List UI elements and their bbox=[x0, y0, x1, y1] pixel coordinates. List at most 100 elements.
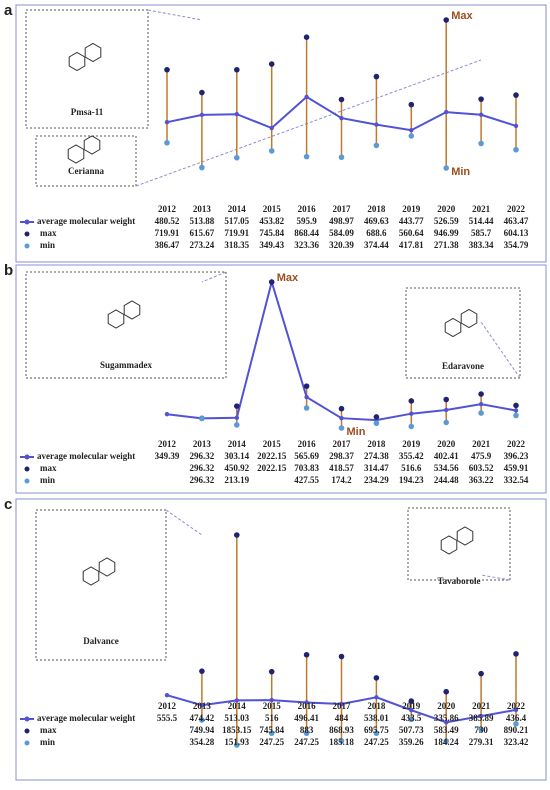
table-value: 749.94 bbox=[190, 725, 215, 735]
table-value: 354.28 bbox=[190, 737, 215, 747]
table-value: 583.49 bbox=[434, 725, 459, 735]
data-point bbox=[478, 391, 484, 397]
data-point bbox=[408, 101, 415, 108]
data-point bbox=[373, 730, 380, 737]
year-label: 2022 bbox=[507, 701, 526, 711]
table-value: 184.24 bbox=[434, 737, 459, 747]
compound-name: Edaravone bbox=[442, 361, 484, 371]
data-point bbox=[234, 742, 240, 748]
table-value: 443.77 bbox=[399, 216, 424, 226]
table-value: 603.52 bbox=[469, 463, 494, 473]
average-point bbox=[478, 401, 484, 407]
average-point bbox=[409, 411, 414, 416]
data-point bbox=[303, 34, 310, 41]
legend-label: average molecular weight bbox=[37, 713, 135, 723]
average-point bbox=[339, 701, 344, 707]
table-value: 274.38 bbox=[364, 451, 389, 461]
year-label: 2021 bbox=[472, 439, 491, 449]
table-value: 185.18 bbox=[329, 737, 354, 747]
structure-ring bbox=[460, 308, 478, 329]
table-value: 480.52 bbox=[155, 216, 180, 226]
average-point bbox=[199, 702, 205, 708]
table-value: 463.47 bbox=[504, 216, 529, 226]
table-value: 355.42 bbox=[399, 451, 424, 461]
table-value: 516 bbox=[265, 713, 279, 723]
table-value: 688.6 bbox=[366, 228, 387, 238]
table-value: 396.23 bbox=[504, 451, 529, 461]
panel-frame bbox=[15, 264, 547, 494]
table-value: 453.82 bbox=[259, 216, 284, 226]
annotation: Max bbox=[277, 272, 299, 284]
table-value: 417.81 bbox=[399, 240, 424, 250]
average-point bbox=[164, 692, 170, 698]
structure-box bbox=[407, 507, 511, 581]
table-value: 273.24 bbox=[190, 240, 215, 250]
average-point bbox=[444, 407, 449, 413]
compound-name: Dalvance bbox=[83, 636, 119, 646]
average-point bbox=[478, 713, 484, 719]
year-label: 2020 bbox=[437, 439, 456, 449]
table-value: 890.21 bbox=[504, 725, 529, 735]
data-point bbox=[338, 96, 345, 103]
average-point bbox=[513, 123, 519, 129]
table-value: 385.89 bbox=[469, 713, 494, 723]
annotation: Max bbox=[451, 10, 473, 22]
structure-ring bbox=[84, 42, 102, 63]
structure-ring bbox=[123, 300, 141, 320]
data-point bbox=[478, 96, 484, 102]
year-label: 2020 bbox=[437, 701, 456, 711]
data-point bbox=[373, 420, 380, 427]
table-value: 213.19 bbox=[224, 475, 249, 485]
data-point bbox=[268, 148, 275, 154]
average-point bbox=[339, 415, 344, 421]
data-point bbox=[338, 405, 345, 412]
average-point bbox=[478, 112, 484, 117]
compound-name: Cerianna bbox=[68, 166, 105, 176]
table-value: 323.42 bbox=[504, 737, 529, 747]
data-point bbox=[478, 670, 484, 677]
table-value: 560.64 bbox=[399, 228, 424, 238]
annotation: Min bbox=[347, 426, 366, 438]
legend-marker bbox=[24, 728, 30, 734]
table-value: 585.7 bbox=[471, 228, 492, 238]
table-value: 534.56 bbox=[434, 463, 459, 473]
table-value: 279.31 bbox=[469, 737, 494, 747]
data-point bbox=[408, 133, 415, 139]
panel-label: c bbox=[4, 496, 12, 513]
panel-label: b bbox=[4, 262, 13, 279]
table-value: 247.25 bbox=[294, 737, 319, 747]
table-value: 1853.15 bbox=[222, 725, 252, 735]
table-value: 615.67 bbox=[190, 228, 215, 238]
table-value: 496.41 bbox=[294, 713, 319, 723]
structure-ring bbox=[98, 557, 116, 577]
year-label: 2016 bbox=[298, 204, 317, 214]
average-point bbox=[444, 109, 449, 115]
average-point bbox=[409, 128, 414, 133]
average-point bbox=[374, 122, 379, 127]
table-value: 433.5 bbox=[401, 713, 422, 723]
data-point bbox=[513, 92, 519, 98]
table-value: 745.84 bbox=[259, 725, 284, 735]
data-point bbox=[199, 717, 205, 723]
average-point bbox=[234, 415, 239, 421]
year-label: 2014 bbox=[228, 701, 247, 711]
year-label: 2014 bbox=[228, 439, 247, 449]
year-label: 2017 bbox=[333, 439, 352, 449]
table-value: 883 bbox=[300, 725, 314, 735]
table-value: 363.22 bbox=[469, 475, 494, 485]
data-point bbox=[408, 398, 415, 404]
table-value: 303.14 bbox=[224, 451, 249, 461]
table-value: 383.34 bbox=[469, 240, 494, 250]
table-value: 745.84 bbox=[259, 228, 284, 238]
data-point bbox=[338, 738, 345, 744]
data-point bbox=[478, 140, 484, 147]
table-value: 244.48 bbox=[434, 475, 459, 485]
table-value: 526.59 bbox=[434, 216, 459, 226]
legend-marker bbox=[24, 243, 30, 249]
legend-label: min bbox=[40, 240, 55, 250]
year-label: 2013 bbox=[193, 439, 212, 449]
year-label: 2015 bbox=[263, 701, 282, 711]
compound-name: Pmsa-11 bbox=[71, 107, 104, 117]
legend-label: min bbox=[40, 475, 55, 485]
data-point bbox=[303, 153, 310, 160]
